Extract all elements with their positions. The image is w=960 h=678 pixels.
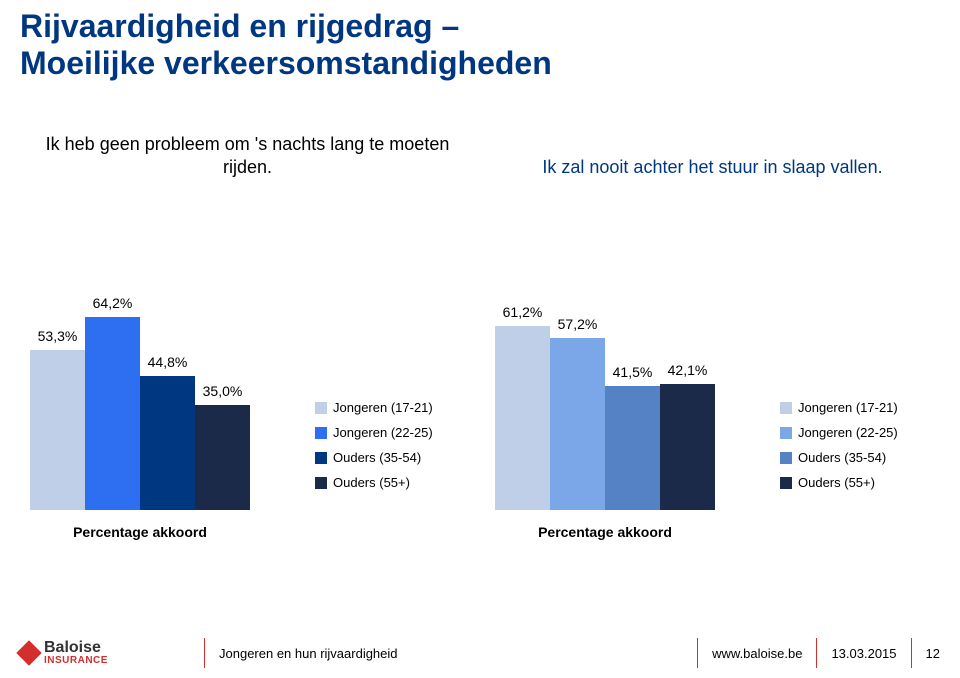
footer: Baloise INSURANCE Jongeren en hun rijvaa… <box>0 628 960 678</box>
title-line-1: Rijvaardigheid en rijgedrag – <box>20 8 940 45</box>
footer-date: 13.03.2015 <box>831 646 896 661</box>
legend-item: Ouders (55+) <box>780 475 935 490</box>
legend-swatch <box>780 477 792 489</box>
bar-value-label: 61,2% <box>495 304 550 320</box>
bar-value-label: 44,8% <box>140 354 195 370</box>
legend-swatch <box>315 477 327 489</box>
chart-2-bars: 61,2%57,2%41,5%42,1% <box>495 210 715 510</box>
chart-2-subtitle: Ik zal nooit achter het stuur in slaap v… <box>485 110 940 178</box>
footer-doc-title: Jongeren en hun rijvaardigheid <box>219 646 398 661</box>
footer-separator <box>911 638 912 668</box>
legend-swatch <box>315 452 327 464</box>
legend-swatch <box>780 402 792 414</box>
bar-value-label: 64,2% <box>85 295 140 311</box>
chart-2-legend: Jongeren (17-21) Jongeren (22-25) Ouders (… <box>780 390 935 500</box>
chart-2: Ik zal nooit achter het stuur in slaap v… <box>485 110 940 540</box>
bar: 41,5% <box>605 386 660 511</box>
footer-url: www.baloise.be <box>712 646 802 661</box>
logo: Baloise INSURANCE <box>20 640 190 666</box>
charts-row: Ik heb geen probleem om 's nachts lang t… <box>20 110 940 540</box>
legend-item: Jongeren (22-25) <box>780 425 935 440</box>
legend-label: Jongeren (22-25) <box>333 425 433 440</box>
bar-value-label: 42,1% <box>660 362 715 378</box>
logo-icon <box>16 640 41 665</box>
legend-label: Ouders (55+) <box>798 475 875 490</box>
legend-swatch <box>780 427 792 439</box>
bar-value-label: 41,5% <box>605 364 660 380</box>
chart-1-bars: 53,3%64,2%44,8%35,0% <box>30 210 250 510</box>
chart-1-area: 53,3%64,2%44,8%35,0% Jongeren (17-21)Jon… <box>20 184 475 540</box>
legend-item: Jongeren (17-21) <box>780 400 935 415</box>
title-line-2: Moeilijke verkeersomstandigheden <box>20 45 940 82</box>
legend-label: Ouders (35-54) <box>333 450 421 465</box>
bar: 53,3% <box>30 350 85 510</box>
logo-brand: Baloise <box>44 640 108 656</box>
legend-label: Jongeren (17-21) <box>333 400 433 415</box>
bar-value-label: 35,0% <box>195 383 250 399</box>
bar: 61,2% <box>495 326 550 510</box>
chart-1-x-label: Percentage akkoord <box>30 524 250 540</box>
legend-label: Jongeren (22-25) <box>798 425 898 440</box>
chart-1-subtitle: Ik heb geen probleem om 's nachts lang t… <box>20 110 475 178</box>
legend-label: Ouders (55+) <box>333 475 410 490</box>
legend-item: Jongeren (17-21) <box>315 400 470 415</box>
footer-separator <box>697 638 698 668</box>
bar: 64,2% <box>85 317 140 510</box>
page-title: Rijvaardigheid en rijgedrag – Moeilijke … <box>20 8 940 82</box>
legend-item: Ouders (35-54) <box>315 450 470 465</box>
bar: 35,0% <box>195 405 250 510</box>
logo-brand-sub: INSURANCE <box>44 656 108 666</box>
bar: 57,2% <box>550 338 605 510</box>
chart-1: Ik heb geen probleem om 's nachts lang t… <box>20 110 475 540</box>
legend-item: Ouders (35-54) <box>780 450 935 465</box>
bar: 42,1% <box>660 384 715 510</box>
legend-item: Jongeren (22-25) <box>315 425 470 440</box>
footer-separator <box>816 638 817 668</box>
bar: 44,8% <box>140 376 195 510</box>
chart-1-legend: Jongeren (17-21) Jongeren (22-25) Ouders (… <box>315 390 470 500</box>
logo-text: Baloise INSURANCE <box>44 640 108 666</box>
footer-separator <box>204 638 205 668</box>
chart-2-x-label: Percentage akkoord <box>495 524 715 540</box>
legend-label: Ouders (35-54) <box>798 450 886 465</box>
legend-item: Ouders (55+) <box>315 475 470 490</box>
legend-swatch <box>780 452 792 464</box>
legend-swatch <box>315 427 327 439</box>
chart-2-area: 61,2%57,2%41,5%42,1% Jongeren (17-21)Jon… <box>485 184 940 540</box>
bar-value-label: 53,3% <box>30 328 85 344</box>
bar-value-label: 57,2% <box>550 316 605 332</box>
footer-page: 12 <box>926 646 940 661</box>
legend-label: Jongeren (17-21) <box>798 400 898 415</box>
legend-swatch <box>315 402 327 414</box>
